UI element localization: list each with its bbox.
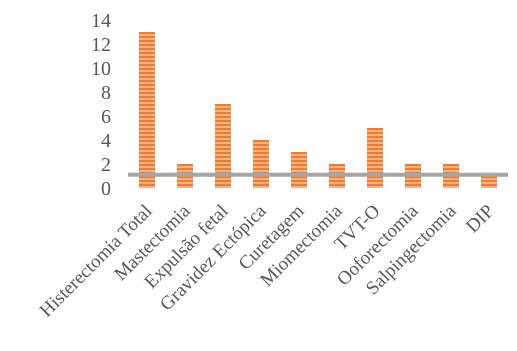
- y-tick-label: 6: [101, 106, 111, 128]
- bar: [139, 32, 155, 188]
- bar: [367, 128, 383, 188]
- bar: [481, 176, 497, 188]
- y-tick-label: 12: [91, 34, 111, 56]
- x-category-label: DIP: [462, 201, 499, 238]
- bar: [291, 152, 307, 188]
- y-tick-label: 8: [101, 82, 111, 104]
- y-tick-label: 2: [101, 154, 111, 176]
- y-tick-label: 0: [101, 178, 111, 200]
- bar: [253, 140, 269, 188]
- y-tick-label: 4: [101, 130, 111, 152]
- y-tick-label: 14: [91, 10, 111, 32]
- bar: [215, 104, 231, 188]
- y-tick-label: 10: [91, 58, 111, 80]
- bars: [139, 32, 497, 188]
